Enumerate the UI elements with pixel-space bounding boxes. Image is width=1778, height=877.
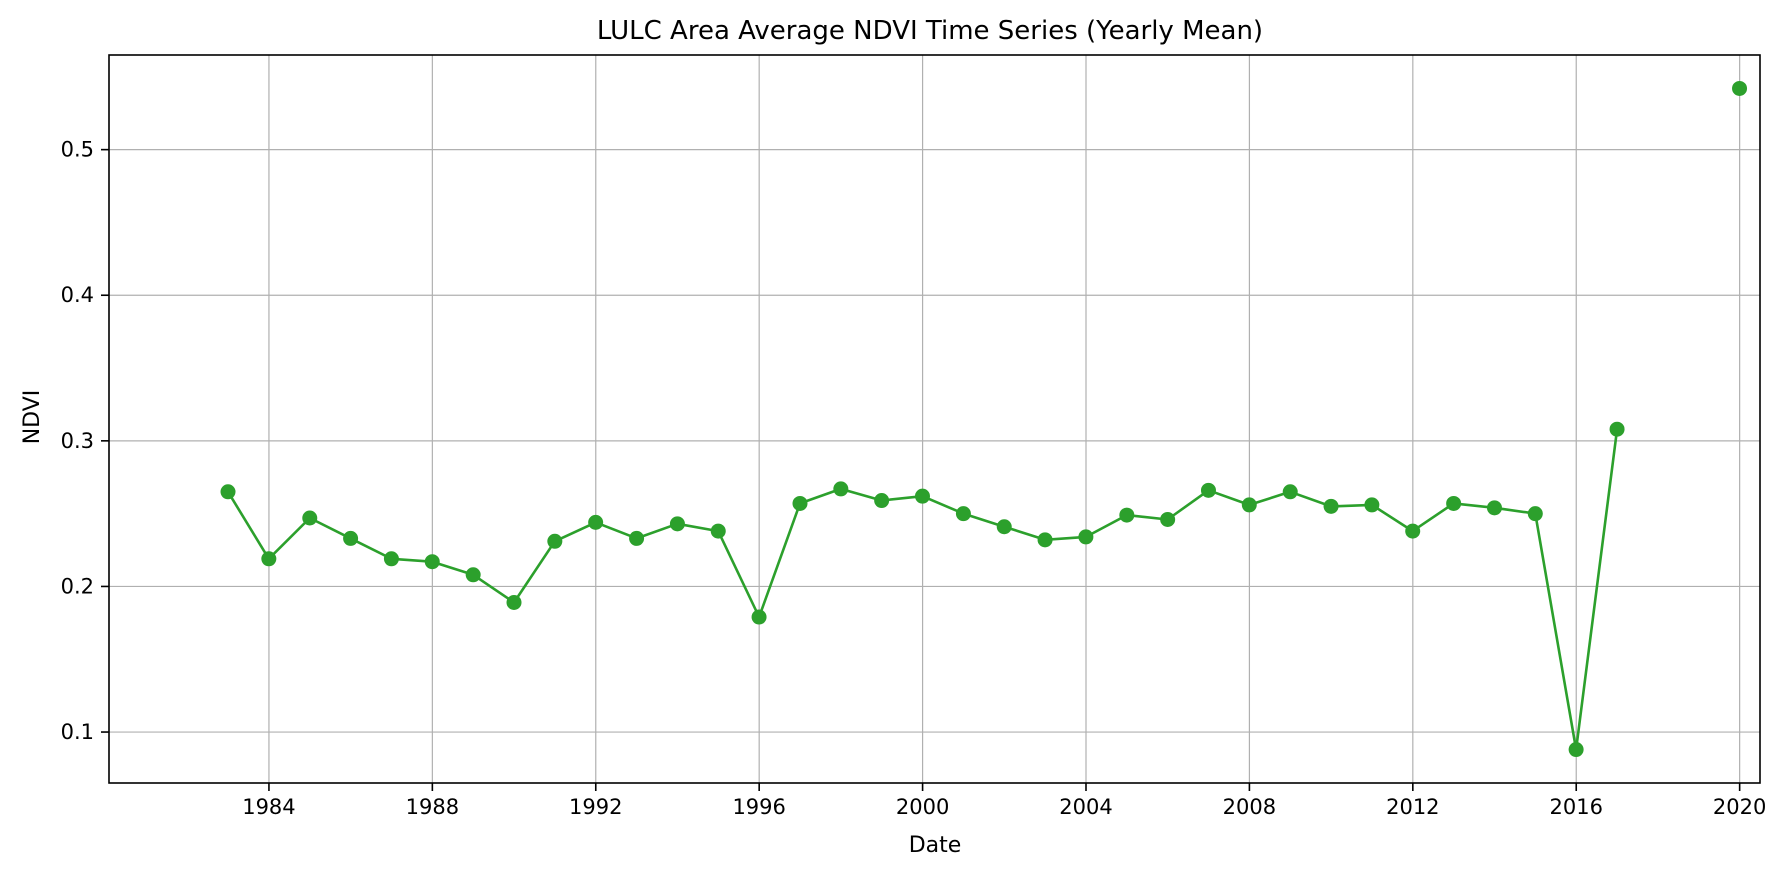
data-point [669,516,685,532]
data-point [1732,80,1748,96]
x-tick-label: 1996 [732,795,785,819]
chart-title: LULC Area Average NDVI Time Series (Year… [597,16,1263,46]
x-tick-label: 2012 [1386,795,1439,819]
data-point [1119,507,1135,523]
series-line [228,89,1740,750]
data-point [1568,742,1584,758]
data-point [506,594,522,610]
series-line-path [228,89,1740,750]
x-tick-label: 2016 [1550,795,1603,819]
data-point [710,523,726,539]
y-axis-ticks: 0.1 0.2 0.3 0.4 0.5 [61,138,109,744]
data-point [1323,498,1339,514]
data-point [955,506,971,522]
data-point [1282,484,1298,500]
x-axis-ticks: 1984 1988 1992 1996 2000 2004 2008 2012 2016 2020 [242,783,1766,819]
x-tick-label: 1992 [569,795,622,819]
data-point [424,554,440,570]
plot-frame [108,54,1761,784]
y-tick-label: 0.3 [61,429,94,453]
data-point [261,551,277,567]
y-tick-label: 0.5 [61,138,94,162]
grid-lines [109,55,1760,783]
x-axis-label: Date [909,833,962,858]
data-point [547,533,563,549]
data-point [1609,421,1625,437]
x-tick-label: 2008 [1223,795,1276,819]
x-tick-label: 2004 [1059,795,1112,819]
data-point [1486,500,1502,516]
data-point [1446,495,1462,511]
data-point [914,488,930,504]
x-tick-label: 1988 [406,795,459,819]
data-point [996,519,1012,535]
data-point [1527,506,1543,522]
y-tick-label: 0.1 [61,720,94,744]
series-markers [220,80,1748,758]
data-point [751,609,767,625]
x-tick-label: 2000 [896,795,949,819]
data-point [629,530,645,546]
data-point [792,495,808,511]
data-point [1078,529,1094,545]
x-tick-label: 1984 [242,795,295,819]
data-point [588,514,604,530]
data-point [220,484,236,500]
data-point [1364,497,1380,513]
data-point [465,567,481,583]
data-point [833,481,849,497]
y-tick-label: 0.2 [61,574,94,598]
data-point [1160,511,1176,527]
data-point [1241,497,1257,513]
y-axis-label: NDVI [20,390,45,445]
data-point [1200,482,1216,498]
data-point [302,510,318,526]
data-point [874,493,890,509]
y-tick-label: 0.4 [61,283,94,307]
data-point [343,530,359,546]
x-tick-label: 2020 [1713,795,1766,819]
data-point [1405,523,1421,539]
data-point [1037,532,1053,548]
data-point [383,551,399,567]
